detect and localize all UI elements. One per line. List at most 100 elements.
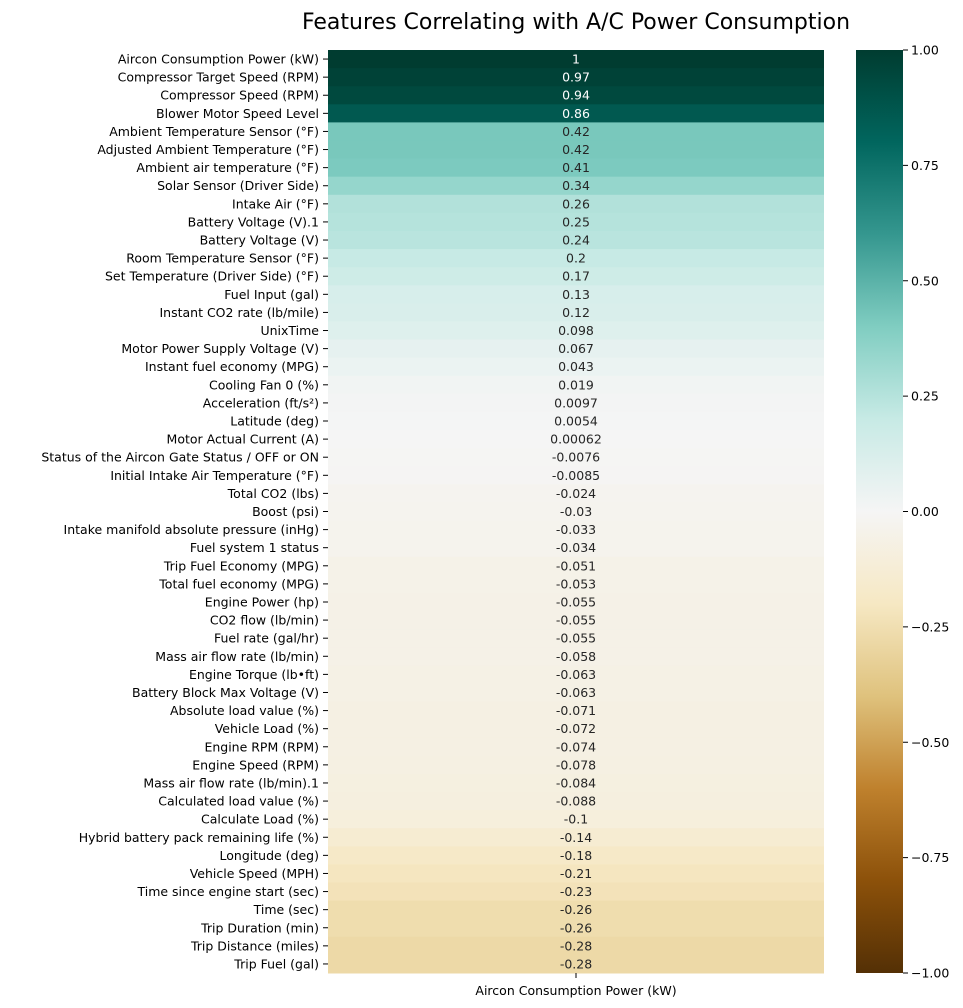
cell-value-label: 0.019 <box>558 377 594 392</box>
cell-value-label: -0.28 <box>560 938 592 953</box>
cell-value-label: 0.043 <box>558 359 594 374</box>
row-label: Calculate Load (%) <box>201 812 319 827</box>
heatmap-cell <box>328 900 824 920</box>
heatmap-cell <box>328 792 824 811</box>
heatmap-cell <box>328 719 824 739</box>
cell-value-label: 0.067 <box>558 341 594 356</box>
row-label: Vehicle Load (%) <box>215 721 319 736</box>
cell-value-label: -0.26 <box>560 920 592 935</box>
cell-value-label: 0.97 <box>562 70 590 85</box>
cell-value-label: -0.055 <box>556 613 596 628</box>
cell-value-label: 0.12 <box>562 305 590 320</box>
colorbar-tick-label: −1.00 <box>911 966 949 981</box>
cell-value-label: -0.063 <box>556 685 596 700</box>
row-label: Mass air flow rate (lb/min) <box>155 649 319 664</box>
row-label: Blower Motor Speed Level <box>156 106 319 121</box>
cell-value-label: -0.26 <box>560 902 592 917</box>
row-label: Engine Power (hp) <box>205 594 319 609</box>
heatmap-cell <box>328 158 824 178</box>
row-label: Room Temperature Sensor (°F) <box>126 251 319 266</box>
cell-value-label: -0.0085 <box>552 468 600 483</box>
heatmap-cell <box>328 502 824 522</box>
colorbar <box>856 50 903 973</box>
cell-value-label: -0.1 <box>564 812 588 827</box>
cell-value-label: -0.078 <box>556 757 596 772</box>
row-label: Battery Block Max Voltage (V) <box>132 685 319 700</box>
heatmap-cell <box>328 828 824 847</box>
row-label: Time (sec) <box>253 902 319 917</box>
row-label: Trip Fuel Economy (MPG) <box>163 558 319 573</box>
cell-value-label: 0.42 <box>562 142 590 157</box>
heatmap-cell <box>328 212 824 232</box>
heatmap-cell <box>328 629 824 648</box>
heatmap-cell <box>328 104 824 123</box>
cell-value-label: 0.0054 <box>554 414 598 429</box>
cell-value-label: -0.23 <box>560 884 592 899</box>
heatmap-cell <box>328 846 824 865</box>
cell-value-label: 0.0097 <box>554 395 598 410</box>
cell-value-label: 0.26 <box>562 196 590 211</box>
row-label: Initial Intake Air Temperature (°F) <box>110 468 319 483</box>
heatmap-cell <box>328 647 824 666</box>
colorbar-tick-label: −0.25 <box>911 619 949 634</box>
row-label: CO2 flow (lb/min) <box>210 613 319 628</box>
heatmap-cell <box>328 303 824 322</box>
colorbar-tick-label: 0.00 <box>911 504 939 519</box>
row-label: Acceleration (ft/s²) <box>203 395 319 410</box>
row-label: Intake Air (°F) <box>232 196 319 211</box>
cell-value-label: -0.084 <box>556 775 596 790</box>
row-label: Motor Power Supply Voltage (V) <box>121 341 319 356</box>
heatmap-cell <box>328 882 824 902</box>
row-label: Compressor Target Speed (RPM) <box>118 70 319 85</box>
heatmap-cell <box>328 683 824 703</box>
cell-value-label: -0.18 <box>560 848 592 863</box>
cell-value-label: -0.28 <box>560 956 592 971</box>
heatmap-cell <box>328 538 824 558</box>
heatmap-cell <box>328 755 824 775</box>
cell-value-label: 0.17 <box>562 269 590 284</box>
cell-value-label: -0.058 <box>556 649 596 664</box>
row-label: Mass air flow rate (lb/min).1 <box>143 775 319 790</box>
row-label: Fuel system 1 status <box>190 540 319 555</box>
row-label: Engine Speed (RPM) <box>192 757 319 772</box>
cell-value-label: 0.098 <box>558 323 594 338</box>
heatmap-cells: 1 0.97 0.94 0.86 0.42 0.42 0.41 0.34 0.26 0.25 0.2… <box>328 50 824 974</box>
colorbar-tick-label: 1.00 <box>911 43 939 58</box>
cell-value-label: -0.024 <box>556 486 596 501</box>
row-label: Ambient air temperature (°F) <box>136 160 319 175</box>
row-label: Trip Duration (min) <box>200 920 319 935</box>
cell-value-label: -0.053 <box>556 576 596 591</box>
row-label: Total fuel economy (MPG) <box>158 576 319 591</box>
heatmap-cell <box>328 864 824 884</box>
colorbar-tick-label: 0.50 <box>911 273 939 288</box>
heatmap-cell <box>328 701 824 721</box>
heatmap-cell <box>328 810 824 829</box>
x-axis: Aircon Consumption Power (kW) <box>475 973 677 998</box>
row-label: UnixTime <box>260 323 319 338</box>
cell-value-label: -0.074 <box>556 739 596 754</box>
row-label: Instant CO2 rate (lb/mile) <box>159 305 319 320</box>
row-label: Fuel rate (gal/hr) <box>214 631 319 646</box>
heatmap-cell <box>328 194 824 214</box>
row-label: Time since engine start (sec) <box>136 884 319 899</box>
heatmap-cell <box>328 375 824 395</box>
row-label: Trip Distance (miles) <box>190 938 319 953</box>
cell-value-label: -0.055 <box>556 594 596 609</box>
heatmap-cell <box>328 230 824 250</box>
row-label: Calculated load value (%) <box>158 794 319 809</box>
colorbar-tick-label: −0.75 <box>911 850 949 865</box>
heatmap-cell <box>328 448 824 467</box>
heatmap-cell <box>328 936 824 956</box>
cell-value-label: 0.00062 <box>550 432 602 447</box>
cell-value-label: 0.13 <box>562 287 590 302</box>
cell-value-label: -0.034 <box>556 540 596 555</box>
heatmap-cell <box>328 520 824 540</box>
heatmap-cell <box>328 484 824 503</box>
heatmap-cell <box>328 773 824 793</box>
heatmap-cell <box>328 176 824 196</box>
heatmap-cell <box>328 122 824 141</box>
heatmap-cell <box>328 737 824 757</box>
heatmap-cell <box>328 430 824 449</box>
row-label: Set Temperature (Driver Side) (°F) <box>105 269 319 284</box>
